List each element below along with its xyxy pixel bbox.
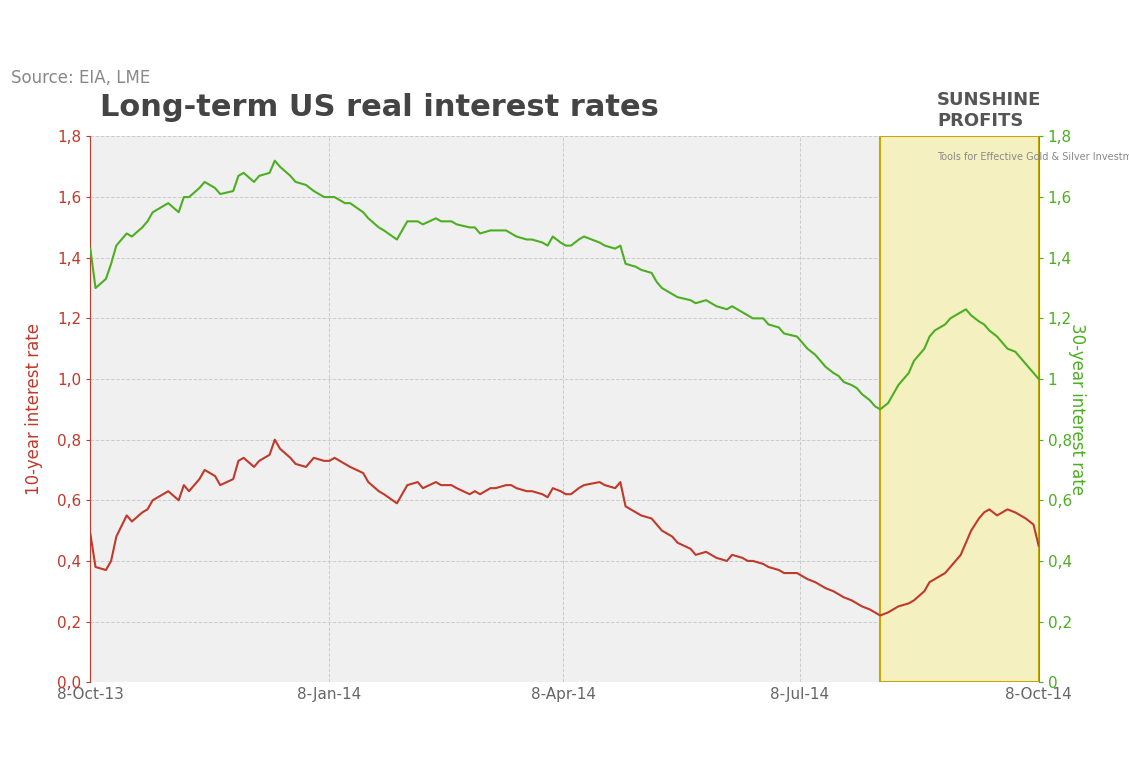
Text: Long-term US real interest rates: Long-term US real interest rates	[99, 92, 658, 121]
Y-axis label: 10-year interest rate: 10-year interest rate	[25, 324, 43, 495]
Text: SUNSHINE
PROFITS: SUNSHINE PROFITS	[937, 91, 1041, 130]
Text: Tools for Effective Gold & Silver Investments: Tools for Effective Gold & Silver Invest…	[937, 152, 1129, 161]
Y-axis label: 30-year interest rate: 30-year interest rate	[1068, 324, 1086, 495]
Bar	[881, 136, 1039, 682]
Text: Source: EIA, LME: Source: EIA, LME	[11, 70, 150, 87]
